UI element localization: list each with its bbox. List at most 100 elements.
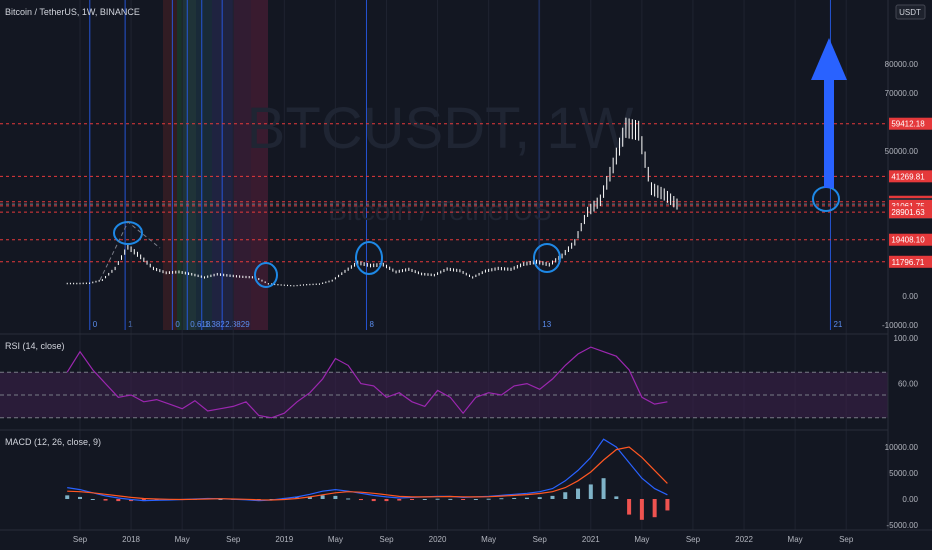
price-level-badge [889, 206, 932, 219]
time-tick-label: Sep [533, 535, 548, 544]
time-tick-label: May [328, 535, 343, 544]
macd-histogram-bar [550, 495, 555, 499]
macd-histogram-bar [333, 495, 338, 499]
macd-histogram-bar [90, 499, 95, 500]
macd-tick-label: -5000.00 [886, 521, 918, 530]
macd-signal-line [67, 446, 668, 501]
macd-histogram-bar [627, 499, 632, 515]
fib-time-label: 0 [93, 320, 98, 329]
macd-histogram-bar [320, 495, 325, 499]
macd-histogram-bar [614, 496, 619, 499]
price-level-badge [889, 233, 932, 246]
time-tick-label: May [481, 535, 496, 544]
watermark-name: Bitcoin / TetherUS [328, 195, 552, 226]
fib-time-label: 8 [369, 320, 374, 329]
time-tick-label: Sep [839, 535, 854, 544]
time-tick-label: May [175, 535, 190, 544]
symbol-title: Bitcoin / TetherUS, 1W, BINANCE [5, 7, 140, 17]
macd-histogram-bar [435, 498, 440, 500]
price-candles [66, 117, 678, 287]
price-tick-label: 80000.00 [885, 60, 919, 69]
fib-band [183, 0, 196, 330]
time-tick-label: 2018 [122, 535, 140, 544]
fib-band [177, 0, 183, 330]
price-tick-label: 70000.00 [885, 89, 919, 98]
price-tick-label: 50000.00 [885, 147, 919, 156]
fib-band [251, 0, 268, 330]
currency-badge-label: USDT [899, 8, 921, 17]
macd-histogram-bar [78, 496, 82, 499]
price-level-label: 11796.71 [892, 258, 925, 267]
circle-annotation[interactable] [355, 241, 383, 275]
up-arrow-icon[interactable] [811, 38, 847, 188]
price-level-badge [889, 117, 932, 130]
fib-band [233, 0, 251, 330]
fib-band [163, 0, 177, 330]
time-tick-label: Sep [73, 535, 88, 544]
fib-time-label: 2.3829 [225, 320, 250, 329]
time-tick-label: 2019 [275, 535, 293, 544]
price-level-label: 28901.63 [891, 208, 925, 217]
macd-histogram-bar [639, 499, 644, 520]
fib-time-label: 0.618 [190, 320, 211, 329]
time-tick-label: May [788, 535, 803, 544]
circle-annotation[interactable] [254, 262, 278, 288]
macd-histogram-bar [154, 499, 159, 501]
macd-histogram-bar [665, 499, 670, 511]
rsi-panel [0, 346, 888, 419]
macd-histogram-bar [652, 499, 657, 518]
macd-histogram-bar [563, 492, 568, 499]
circle-annotation[interactable] [533, 243, 561, 273]
rsi-line [66, 346, 668, 419]
macd-histogram-bar [397, 499, 402, 501]
macd-histogram-bar [358, 499, 363, 501]
fib-time-label: 1.382 [205, 320, 226, 329]
macd-tick-label: 0.00 [902, 495, 918, 504]
price-axis[interactable]: 80000.00 70000.00 50000.00 0.00 -10000.00 100… [882, 60, 919, 530]
price-tick-label: 0.00 [902, 292, 918, 301]
currency-badge[interactable] [895, 4, 926, 20]
macd-histogram-bar [601, 478, 606, 499]
macd-tick-label: 10000.00 [885, 443, 919, 452]
macd-histogram-bar [422, 499, 427, 500]
time-axis[interactable]: Sep 2018 May Sep 2019 May Sep 2020 May Sep 2021 May… [73, 535, 854, 544]
dashed-trend-line[interactable] [99, 221, 161, 281]
macd-histogram-bar [307, 496, 312, 499]
macd-histogram-bar [512, 497, 517, 499]
price-level-label: 41269.81 [891, 172, 925, 181]
macd-histogram-bar [588, 484, 593, 499]
time-tick-label: 2020 [429, 535, 447, 544]
macd-histogram-bar [499, 498, 504, 500]
fib-time-label: 0 [175, 320, 180, 329]
macd-histogram-bar [410, 499, 415, 500]
macd-histogram-bar [103, 499, 108, 501]
macd-histogram-bar [473, 499, 478, 500]
macd-histogram-bar [524, 497, 529, 499]
watermark-ticker: BTCUSDT, 1W [247, 96, 634, 161]
fib-time-label: 13 [542, 320, 551, 329]
time-tick-label: Sep [686, 535, 701, 544]
rsi-tick-label: 60.00 [898, 380, 919, 389]
time-tick-label: 2021 [582, 535, 600, 544]
time-tick-label: May [634, 535, 649, 544]
price-level-badge [889, 170, 932, 183]
macd-histogram-bar [384, 499, 389, 502]
grid [79, 0, 847, 530]
time-tick-label: 2022 [735, 535, 753, 544]
macd-tick-label: 5000.00 [889, 469, 918, 478]
macd-histogram-bar [461, 499, 466, 500]
macd-histogram-bar [486, 498, 491, 500]
macd-histogram-bar [218, 499, 223, 500]
fib-time-label: 21 [833, 320, 842, 329]
time-tick-label: Sep [226, 535, 241, 544]
macd-histogram-bar [346, 498, 351, 500]
macd-histogram-bar [576, 488, 581, 499]
macd-panel [65, 438, 670, 520]
fib-band [196, 0, 212, 330]
price-tick-label: -10000.00 [882, 321, 919, 330]
time-tick-label: Sep [379, 535, 394, 544]
rsi-title: RSI (14, close) [5, 341, 65, 351]
rsi-tick-label: 100.00 [894, 334, 919, 343]
